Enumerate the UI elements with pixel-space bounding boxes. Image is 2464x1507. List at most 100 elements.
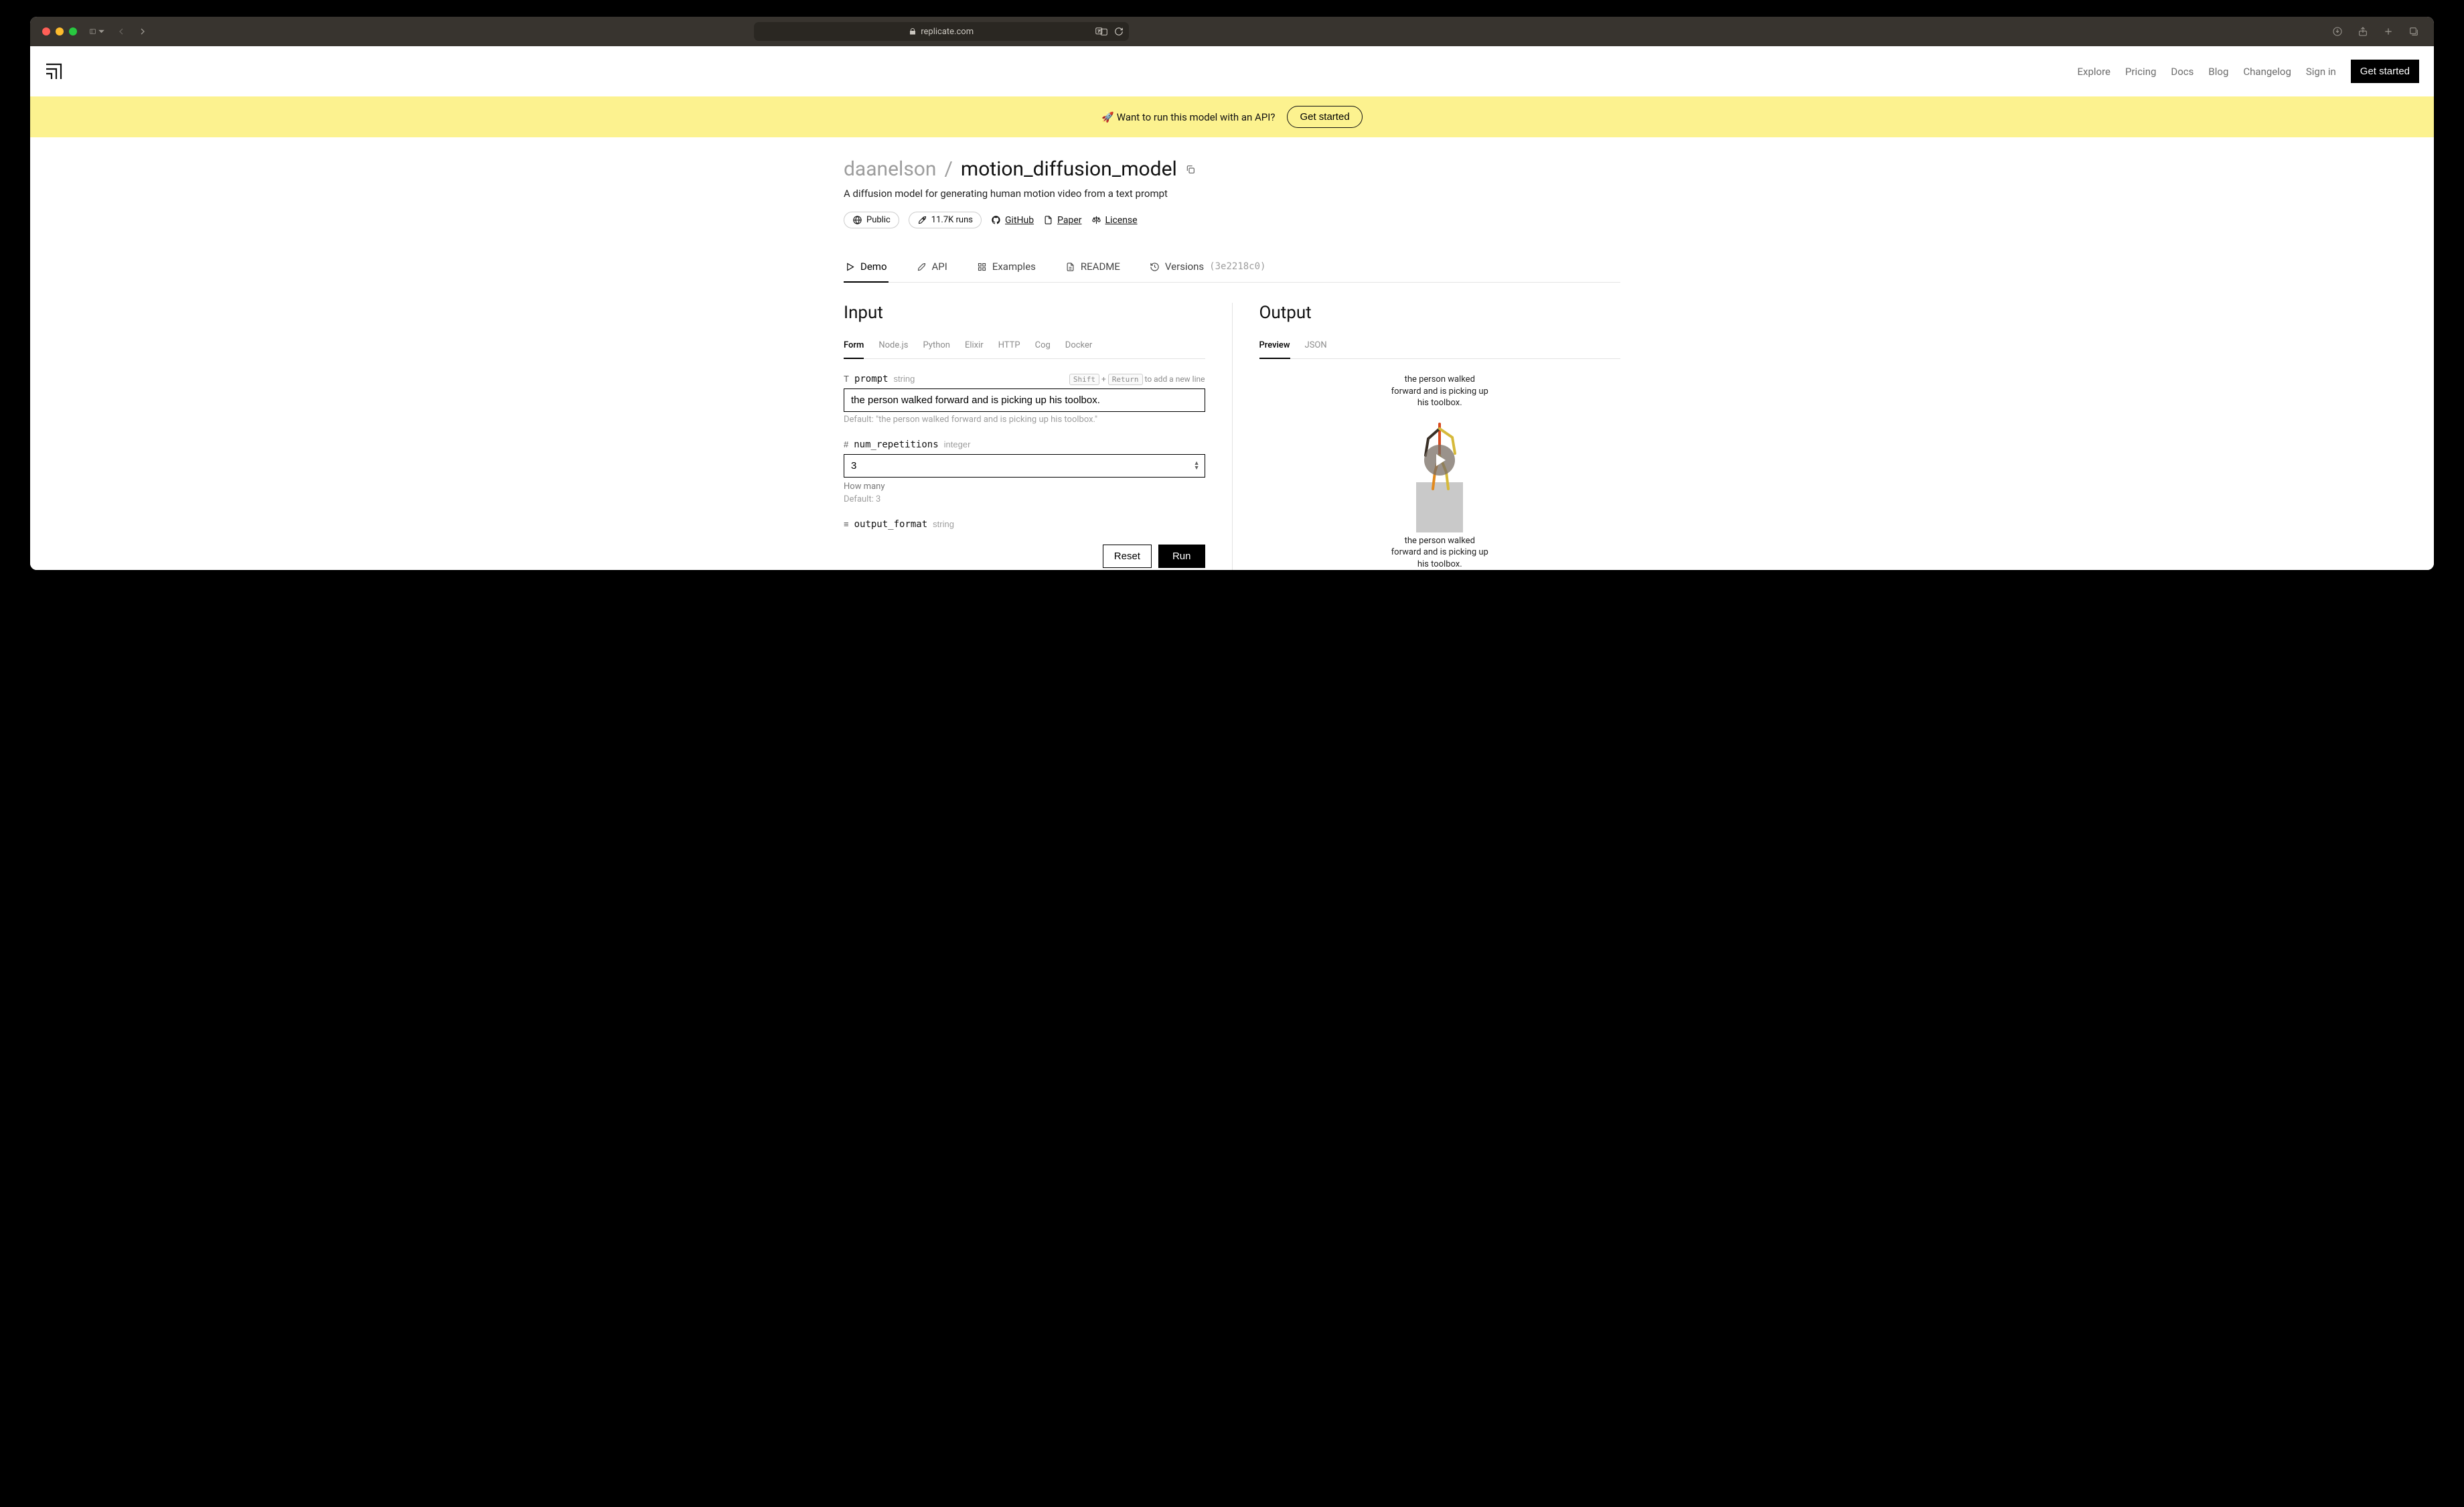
action-row: Reset Run [844, 545, 1205, 568]
nav-explore[interactable]: Explore [2078, 66, 2111, 78]
api-banner: 🚀 Want to run this model with an API? Ge… [30, 96, 2434, 137]
nav-changelog[interactable]: Changelog [2243, 66, 2291, 78]
main-nav: Explore Pricing Docs Blog Changelog Sign… [2078, 60, 2420, 83]
breadcrumb-separator: / [945, 157, 953, 181]
window-maximize-button[interactable] [69, 27, 77, 35]
tab-versions[interactable]: Versions (3e2218c0) [1148, 254, 1267, 282]
tab-overview-button[interactable] [2406, 23, 2422, 40]
preview-figure [1366, 412, 1513, 532]
scale-icon [1091, 215, 1101, 225]
github-link[interactable]: GitHub [991, 215, 1034, 226]
subtab-elixir[interactable]: Elixir [965, 335, 984, 358]
preview-caption-bottom: the person walked forward and is picking… [1389, 535, 1490, 571]
nav-get-started-button[interactable]: Get started [2351, 60, 2419, 83]
numrep-default: Default: 3 [844, 494, 1205, 504]
tab-api[interactable]: API [915, 254, 949, 282]
output-preview: the person walked forward and is picking… [1259, 374, 1621, 570]
nav-signin[interactable]: Sign in [2306, 66, 2336, 78]
license-link[interactable]: License [1091, 215, 1138, 226]
grid-icon [977, 262, 987, 272]
input-panel: Input Form Node.js Python Elixir HTTP Co… [844, 303, 1233, 570]
sidebar-toggle-button[interactable] [89, 23, 105, 40]
model-meta-row: Public 11.7K runs GitHub Paper [844, 212, 1620, 228]
version-hash: (3e2218c0) [1209, 261, 1265, 272]
window-close-button[interactable] [42, 27, 50, 35]
model-description: A diffusion model for generating human m… [844, 188, 1620, 200]
tab-demo[interactable]: Demo [844, 254, 889, 282]
globe-icon [852, 215, 862, 225]
subtab-http[interactable]: HTTP [998, 335, 1020, 358]
reset-button[interactable]: Reset [1103, 545, 1152, 568]
prompt-input[interactable] [844, 388, 1205, 412]
lock-icon [909, 27, 917, 35]
input-subtabs: Form Node.js Python Elixir HTTP Cog Dock… [844, 335, 1205, 359]
browser-window: replicate.com [30, 17, 2434, 570]
param-name-prompt: prompt [854, 374, 889, 384]
rocket-icon: 🚀 [1101, 111, 1114, 123]
play-icon [845, 262, 855, 272]
paper-link[interactable]: Paper [1043, 215, 1081, 226]
url-host: replicate.com [921, 27, 974, 37]
param-type-prompt: string [894, 374, 915, 384]
param-type-numrep: integer [944, 439, 971, 449]
copy-icon[interactable] [1185, 164, 1196, 175]
subtab-cog[interactable]: Cog [1035, 335, 1051, 358]
url-bar[interactable]: replicate.com [754, 22, 1129, 41]
output-heading: Output [1259, 303, 1621, 323]
text-type-icon: T [844, 374, 849, 384]
nav-blog[interactable]: Blog [2208, 66, 2228, 78]
site-header: Explore Pricing Docs Blog Changelog Sign… [30, 46, 2434, 96]
github-icon [991, 215, 1001, 225]
rocket-outline-icon [917, 262, 927, 272]
window-minimize-button[interactable] [56, 27, 64, 35]
preview-caption-top: the person walked forward and is picking… [1389, 374, 1490, 409]
param-name-numrep: num_repetitions [854, 439, 938, 450]
number-stepper[interactable]: ▲ ▼ [1194, 461, 1200, 471]
replicate-logo[interactable] [45, 63, 62, 80]
browser-chrome: replicate.com [30, 17, 2434, 46]
chevron-down-icon: ▼ [1194, 466, 1200, 471]
field-prompt: T prompt string Shift + Return to add a … [844, 374, 1205, 425]
model-tabs: Demo API Examples README Versions [844, 254, 1620, 283]
output-subtabs: Preview JSON [1259, 335, 1621, 359]
file-icon [1043, 215, 1053, 225]
subtab-json[interactable]: JSON [1305, 335, 1327, 358]
num-repetitions-input[interactable] [844, 454, 1205, 478]
subtab-docker[interactable]: Docker [1065, 335, 1093, 358]
nav-docs[interactable]: Docs [2171, 66, 2193, 78]
new-tab-button[interactable] [2380, 23, 2396, 40]
tab-examples[interactable]: Examples [976, 254, 1037, 282]
subtab-preview[interactable]: Preview [1259, 335, 1290, 358]
translate-icon[interactable] [1095, 27, 1107, 36]
banner-text: 🚀 Want to run this model with an API? [1101, 111, 1275, 123]
numrep-help: How many [844, 482, 1205, 492]
share-button[interactable] [2355, 23, 2371, 40]
input-heading: Input [844, 303, 1205, 323]
param-type-outfmt: string [933, 519, 954, 529]
nav-forward-button[interactable] [135, 23, 151, 40]
subtab-python[interactable]: Python [923, 335, 950, 358]
subtab-form[interactable]: Form [844, 335, 864, 358]
runs-pill: 11.7K runs [909, 212, 982, 228]
output-panel: Output Preview JSON the person walked fo… [1233, 303, 1621, 570]
page-content: Explore Pricing Docs Blog Changelog Sign… [30, 46, 2434, 570]
param-name-outfmt: output_format [854, 519, 928, 530]
reload-icon[interactable] [1114, 27, 1124, 36]
nav-back-button[interactable] [113, 23, 129, 40]
run-button[interactable]: Run [1158, 545, 1205, 568]
model-name: motion_diffusion_model [961, 157, 1177, 181]
visibility-pill: Public [844, 212, 899, 228]
traffic-lights [42, 27, 77, 35]
rocket-icon [917, 215, 927, 225]
workspace: Input Form Node.js Python Elixir HTTP Co… [844, 303, 1620, 570]
banner-get-started-button[interactable]: Get started [1287, 106, 1362, 128]
subtab-nodejs[interactable]: Node.js [878, 335, 908, 358]
tab-readme[interactable]: README [1064, 254, 1122, 282]
nav-pricing[interactable]: Pricing [2125, 66, 2156, 78]
field-output-format: ≡ output_format string [844, 519, 1205, 530]
enum-type-icon: ≡ [844, 519, 849, 529]
field-num-repetitions: # num_repetitions integer ▲ ▼ [844, 439, 1205, 504]
downloads-button[interactable] [2329, 23, 2345, 40]
play-button[interactable] [1424, 445, 1455, 476]
model-owner[interactable]: daanelson [844, 157, 937, 181]
